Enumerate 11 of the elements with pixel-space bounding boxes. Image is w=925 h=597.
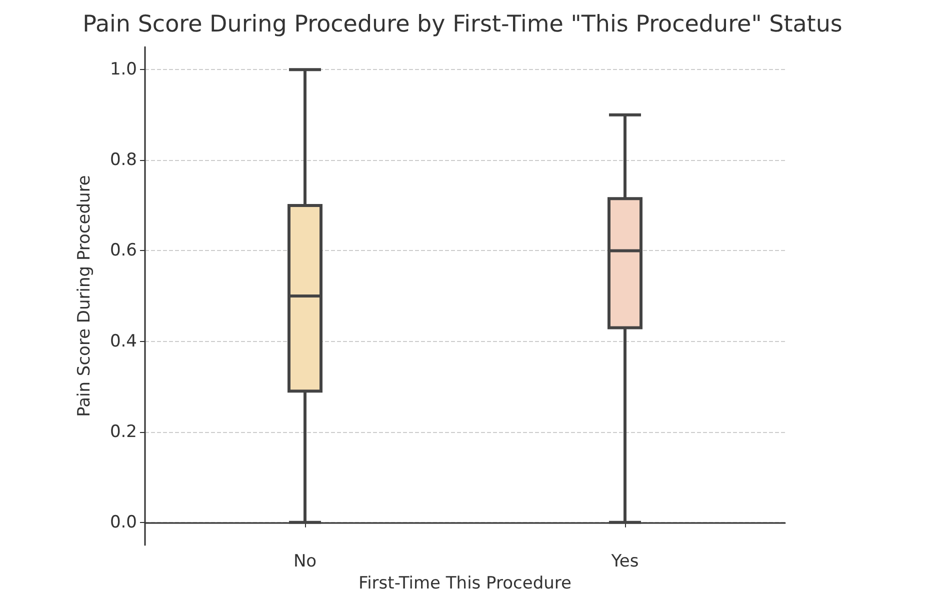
y-tick-label: 0.6	[110, 240, 137, 261]
x-tick-label: Yes	[610, 552, 639, 572]
y-tick-label: 0.8	[110, 150, 137, 170]
y-tick-label: 0.0	[110, 512, 137, 532]
x-tick-label: No	[293, 552, 317, 572]
chart-title: Pain Score During Procedure by First-Time "This Procedure" Status	[82, 12, 842, 38]
y-tick-label: 1.0	[110, 60, 137, 80]
y-tick-label: 0.2	[110, 422, 137, 442]
y-tick-label: 0.4	[110, 331, 137, 352]
y-axis-title: Pain Score During Procedure	[74, 175, 94, 417]
x-axis-title: First-Time This Procedure	[358, 574, 572, 594]
